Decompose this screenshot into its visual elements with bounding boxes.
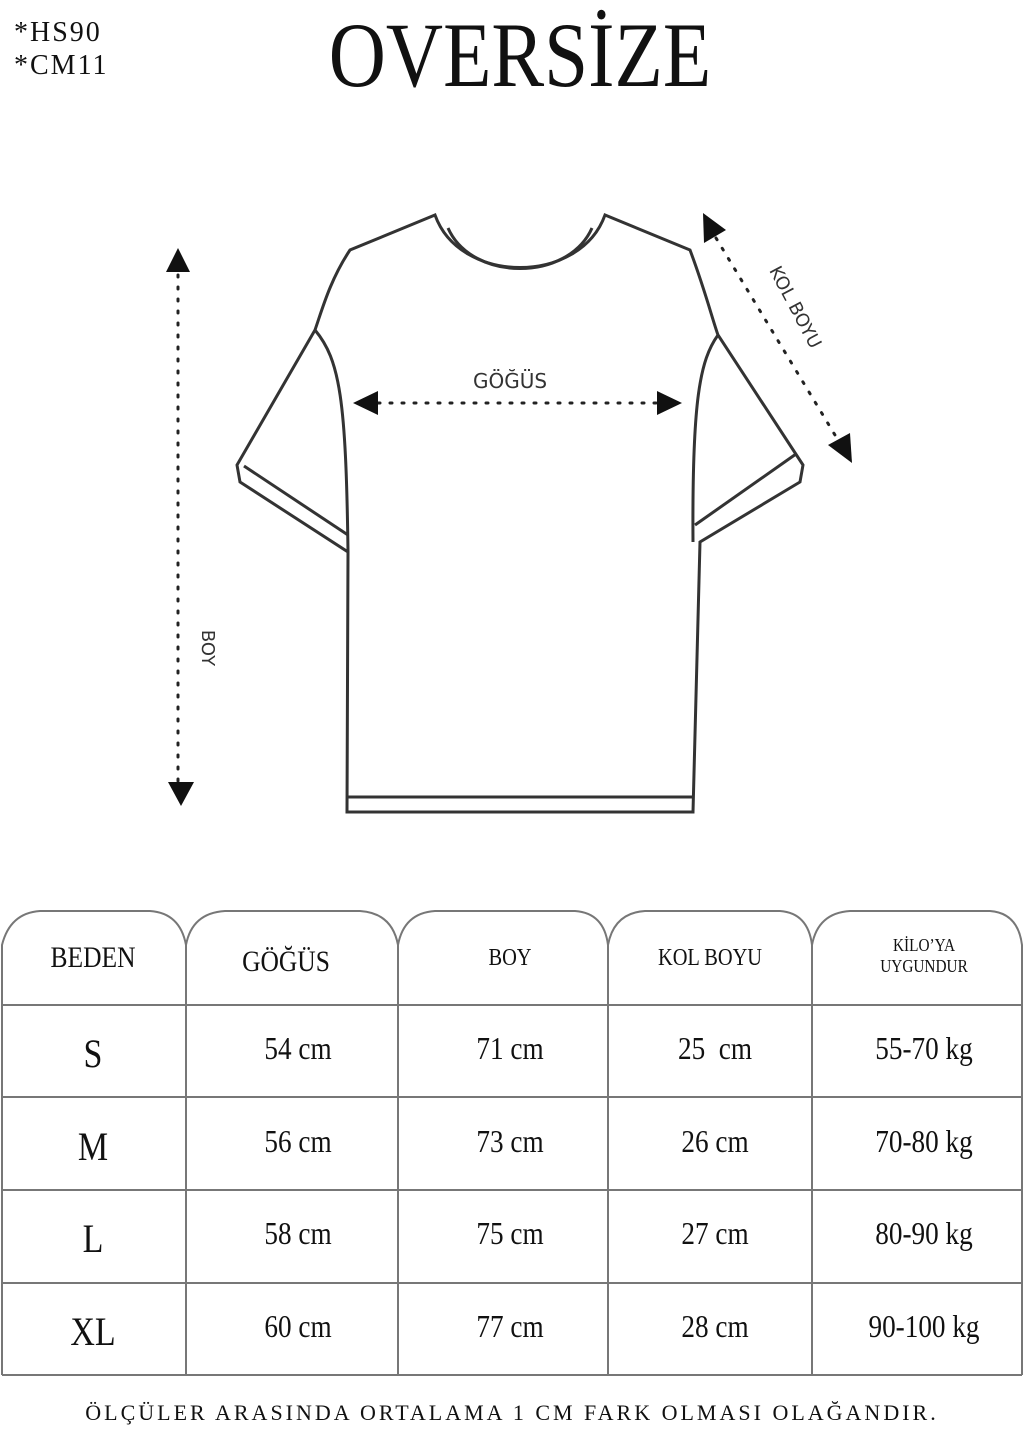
cell-length: 75 cm bbox=[476, 1215, 544, 1251]
cell-sleeve: 27 cm bbox=[681, 1215, 749, 1251]
sleeve-label: KOL BOYU bbox=[764, 263, 825, 352]
footer-note: ÖLÇÜLER ARASINDA ORTALAMA 1 CM FARK OLMA… bbox=[85, 1400, 939, 1425]
chest-arrow bbox=[353, 391, 682, 415]
header-size: BEDEN bbox=[50, 941, 136, 974]
length-arrow bbox=[166, 248, 194, 806]
cell-size: S bbox=[83, 1031, 103, 1076]
cell-chest: 58 cm bbox=[264, 1215, 332, 1251]
cell-sleeve: 26 cm bbox=[681, 1123, 749, 1159]
cell-size: M bbox=[77, 1124, 109, 1169]
cell-length: 77 cm bbox=[476, 1308, 544, 1344]
header-weight-line: UYGUNDUR bbox=[880, 956, 968, 976]
header-sleeve: KOL BOYU bbox=[657, 945, 763, 971]
cell-chest: 54 cm bbox=[264, 1030, 332, 1066]
cell-sleeve: 25 cm bbox=[677, 1030, 753, 1066]
chest-label: GÖĞÜS bbox=[473, 369, 547, 393]
cell-weight: 70-80 kg bbox=[875, 1123, 973, 1159]
product-codes: *HS90 *CM11 bbox=[14, 16, 109, 82]
cell-chest: 60 cm bbox=[264, 1308, 332, 1344]
cell-chest: 56 cm bbox=[264, 1123, 332, 1159]
header-chest: GÖĞÜS bbox=[242, 945, 330, 978]
sleeve-arrow bbox=[703, 213, 852, 463]
header-length: BOY bbox=[488, 945, 532, 971]
tshirt-diagram: GÖĞÜS BOY KOL BOYU bbox=[166, 213, 852, 814]
cell-weight: 55-70 kg bbox=[875, 1030, 973, 1066]
cell-weight: 80-90 kg bbox=[875, 1215, 973, 1251]
cell-size: L bbox=[82, 1216, 104, 1261]
length-label: BOY bbox=[197, 630, 218, 667]
cell-weight: 90-100 kg bbox=[868, 1308, 980, 1344]
product-code: *CM11 bbox=[14, 50, 109, 81]
cell-length: 71 cm bbox=[476, 1030, 544, 1066]
product-code: *HS90 bbox=[14, 17, 102, 48]
cell-size: XL bbox=[70, 1309, 116, 1354]
cell-sleeve: 28 cm bbox=[681, 1308, 749, 1344]
header-weight-line: KİLO’YA bbox=[892, 935, 956, 955]
table-grid bbox=[1, 910, 1023, 1376]
cell-length: 73 cm bbox=[476, 1123, 544, 1159]
tshirt-outline bbox=[235, 213, 805, 814]
header-weight: KİLO’YA UYGUNDUR bbox=[829, 935, 1019, 977]
page-title: OVERSİZE bbox=[328, 4, 712, 106]
